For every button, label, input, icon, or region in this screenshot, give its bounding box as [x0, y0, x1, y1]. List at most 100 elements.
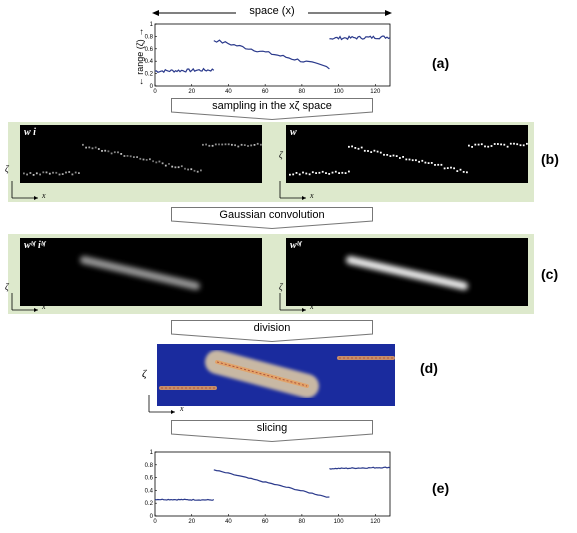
w-sample	[289, 173, 291, 176]
w-sample	[408, 158, 411, 161]
w-sample	[399, 157, 401, 159]
chart-e-ytick-label: 0.6	[145, 476, 154, 482]
wi-sample	[94, 146, 97, 149]
w-sample	[466, 171, 468, 174]
w-sample	[328, 173, 331, 175]
step-slicing: slicing	[171, 420, 373, 442]
w-sample	[325, 172, 327, 174]
w-sample	[513, 142, 515, 145]
wi-sample	[253, 144, 256, 146]
chart-a-segment-1	[154, 67, 215, 74]
wi-sample	[250, 144, 253, 147]
wi-sample	[39, 173, 41, 176]
wi-sample	[224, 143, 227, 146]
axis-b-right-x: x	[310, 191, 314, 200]
wi-sample	[142, 158, 145, 161]
chart-a-ytick-label: 0.2	[145, 72, 154, 78]
space-axis-arrow	[152, 10, 392, 16]
chart-e-segment-1	[154, 498, 215, 501]
wi-sample	[237, 145, 240, 148]
axis-c-right-x: x	[310, 302, 314, 311]
chart-e-xtick-label: 60	[262, 519, 269, 525]
chart-a-xtick-label: 120	[370, 89, 381, 95]
w-sample	[526, 142, 528, 145]
w-sample	[415, 159, 417, 162]
step-sampling-label: sampling in the xζ space	[212, 100, 332, 112]
wi-sample	[139, 157, 142, 160]
chart-e-ytick-label: 0.2	[145, 501, 154, 507]
chart-a-xtick-label: 40	[225, 89, 232, 95]
wi-sample	[164, 164, 167, 167]
w-sample	[453, 167, 455, 170]
w-sample	[446, 167, 449, 169]
image-wbf-ibf-blur	[20, 252, 262, 292]
wi-sample	[158, 160, 161, 163]
w-sample	[430, 162, 433, 164]
wi-sample	[171, 165, 174, 168]
step-sampling-shape	[171, 98, 373, 120]
w-sample	[370, 151, 373, 153]
w-sample	[421, 159, 424, 162]
wi-sample	[180, 165, 183, 168]
wi-sample	[149, 158, 151, 161]
image-w: w	[286, 125, 528, 183]
w-sample	[354, 147, 357, 149]
w-sample	[456, 170, 459, 172]
w-sample	[493, 143, 496, 145]
chart-a-segment-3	[329, 35, 391, 41]
w-sample	[357, 147, 360, 150]
chart-e-frame	[154, 451, 391, 517]
image-w-label: w	[290, 127, 297, 138]
wi-sample	[52, 171, 54, 174]
chart-a: 0 20 40 60 80 100 120 0 0.2 0.4 0.6 0.8 1	[145, 22, 391, 95]
space-axis-label: space (x)	[249, 5, 295, 17]
wi-sample	[97, 148, 100, 150]
w-sample	[344, 172, 347, 174]
wi-sample	[211, 144, 214, 147]
w-sample	[376, 150, 379, 153]
w-sample	[411, 159, 414, 162]
space-axis-header: space (x)	[152, 4, 392, 20]
wi-sample	[61, 173, 64, 175]
wi-sample	[48, 172, 51, 175]
w-sample	[459, 168, 462, 171]
w-sample	[503, 143, 506, 146]
panel-label-c: (c)	[541, 266, 559, 282]
w-sample	[360, 146, 363, 149]
wi-sample	[193, 169, 196, 172]
w-sample	[487, 145, 490, 148]
w-sample	[497, 143, 499, 145]
chart-e-xtick-label: 20	[188, 519, 195, 525]
wi-sample	[168, 163, 170, 165]
w-sample	[500, 143, 502, 146]
wi-sample	[68, 171, 71, 173]
step-division-label: division	[253, 322, 291, 334]
w-sample	[437, 163, 440, 166]
w-sample	[519, 144, 522, 147]
wi-sample	[231, 143, 233, 146]
w-sample	[318, 171, 321, 174]
wi-sample	[190, 168, 193, 171]
image-wbf: wᵇᶠ	[286, 238, 528, 306]
image-wbf-blur	[286, 252, 528, 294]
chart-e-segment-2	[213, 469, 330, 498]
wi-sample	[65, 171, 67, 174]
wi-sample	[71, 173, 74, 176]
wi-sample	[243, 144, 246, 146]
wi-sample	[145, 159, 148, 161]
w-sample	[386, 154, 389, 156]
chart-a-xtick-label: 100	[334, 89, 345, 95]
wi-sample	[133, 156, 135, 158]
step-gaussian-label: Gaussian convolution	[219, 209, 325, 221]
panel-label-a: (a)	[432, 55, 450, 71]
axis-d-x: x	[180, 404, 184, 413]
w-sample	[471, 146, 473, 148]
w-sample	[292, 173, 295, 176]
division-result-art	[157, 346, 395, 400]
wi-sample	[123, 155, 126, 157]
w-sample	[484, 145, 486, 148]
w-sample	[474, 143, 477, 146]
wi-sample	[205, 143, 207, 146]
wi-sample	[117, 151, 119, 154]
wi-sample	[88, 146, 91, 149]
